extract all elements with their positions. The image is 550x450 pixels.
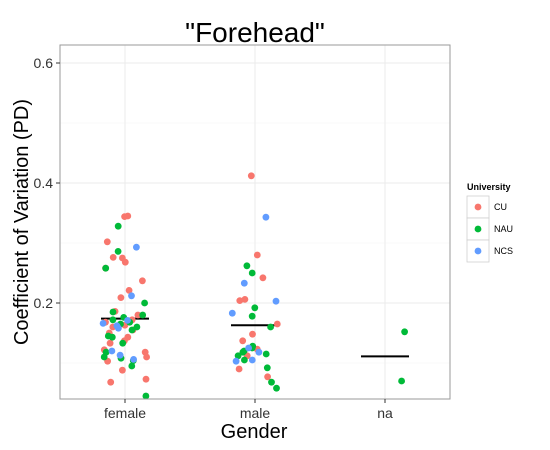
data-point-ncs <box>262 213 270 221</box>
data-point-cu <box>103 238 111 246</box>
data-point-cu <box>236 297 244 304</box>
data-point-cu <box>247 172 255 180</box>
data-point-cu <box>143 353 151 361</box>
legend-label: NAU <box>494 224 513 234</box>
data-point-ncs <box>130 356 138 363</box>
data-point-cu <box>264 373 271 381</box>
data-point-cu <box>259 274 267 282</box>
data-point-cu <box>235 365 243 373</box>
data-point-ncs <box>232 357 240 365</box>
data-point-nau <box>243 262 251 270</box>
data-point-nau <box>100 353 108 361</box>
data-point-ncs <box>272 297 280 305</box>
data-point-cu <box>253 251 261 259</box>
data-point-nau <box>263 364 271 372</box>
data-point-nau <box>128 362 136 370</box>
data-point-nau <box>133 323 141 331</box>
data-point-nau <box>114 222 122 230</box>
data-point-nau <box>241 356 248 364</box>
legend-label: CU <box>494 202 507 212</box>
data-point-cu <box>106 339 114 347</box>
data-point-ncs <box>115 324 122 332</box>
y-tick-label: 0.4 <box>34 175 54 191</box>
data-point-nau <box>142 392 150 400</box>
data-point-cu <box>124 212 132 220</box>
y-tick-label: 0.6 <box>34 55 54 71</box>
data-point-nau <box>102 264 110 272</box>
data-point-cu <box>117 294 125 301</box>
data-point-ncs <box>124 317 131 324</box>
data-point-ncs <box>240 279 248 287</box>
data-point-ncs <box>248 356 256 364</box>
data-point-nau <box>108 333 116 341</box>
data-point-cu <box>125 287 133 294</box>
data-points <box>99 172 408 400</box>
data-point-cu <box>142 375 150 383</box>
data-point-ncs <box>116 351 124 359</box>
data-point-ncs <box>228 309 236 317</box>
data-point-nau <box>234 352 242 360</box>
data-point-nau <box>109 308 117 316</box>
data-point-nau <box>401 328 408 336</box>
data-point-nau <box>268 378 275 386</box>
data-point-nau <box>141 299 149 307</box>
data-point-cu <box>134 311 142 319</box>
data-point-ncs <box>99 320 107 327</box>
data-point-nau <box>262 350 270 358</box>
x-tick-label: na <box>377 405 393 421</box>
data-point-cu <box>121 258 129 266</box>
x-axis-title: Gender <box>221 421 288 443</box>
data-point-nau <box>398 377 405 385</box>
x-tick-label: male <box>240 405 271 421</box>
data-point-nau <box>251 304 259 312</box>
legend-swatch-nau <box>474 225 482 233</box>
y-axis-title: Coefficient of Variation (PD) <box>11 99 33 345</box>
data-point-cu <box>119 366 126 374</box>
data-point-ncs <box>133 243 140 251</box>
y-axis: 0.2 0.4 0.6 <box>34 55 60 311</box>
data-point-nau <box>248 269 256 277</box>
data-point-nau <box>248 312 256 320</box>
data-point-ncs <box>245 344 253 352</box>
legend-swatch-ncs <box>474 247 482 255</box>
data-point-cu <box>239 337 247 345</box>
data-point-nau <box>273 384 280 392</box>
data-point-ncs <box>255 348 263 356</box>
chart-title: "Forehead" <box>185 17 325 48</box>
data-point-cu <box>109 254 117 261</box>
legend-swatch-cu <box>474 203 482 211</box>
data-point-nau <box>128 326 136 334</box>
legend: University CU NAU NCS <box>466 182 513 263</box>
data-point-nau <box>267 323 274 331</box>
data-point-nau <box>139 311 147 319</box>
x-tick-label: female <box>104 405 146 421</box>
data-point-ncs <box>128 292 135 300</box>
data-point-nau <box>109 316 117 324</box>
data-point-cu <box>241 296 249 303</box>
legend-label: NCS <box>494 246 513 256</box>
data-point-nau <box>119 339 127 347</box>
data-point-nau <box>114 248 122 255</box>
data-point-cu <box>107 378 115 386</box>
x-axis: female male na <box>104 399 393 421</box>
data-point-ncs <box>108 347 116 355</box>
y-tick-label: 0.2 <box>34 295 54 311</box>
data-point-cu <box>249 330 256 338</box>
data-point-cu <box>139 277 146 285</box>
data-point-nau <box>239 348 247 356</box>
data-point-cu <box>273 320 281 328</box>
legend-title: University <box>467 182 511 192</box>
